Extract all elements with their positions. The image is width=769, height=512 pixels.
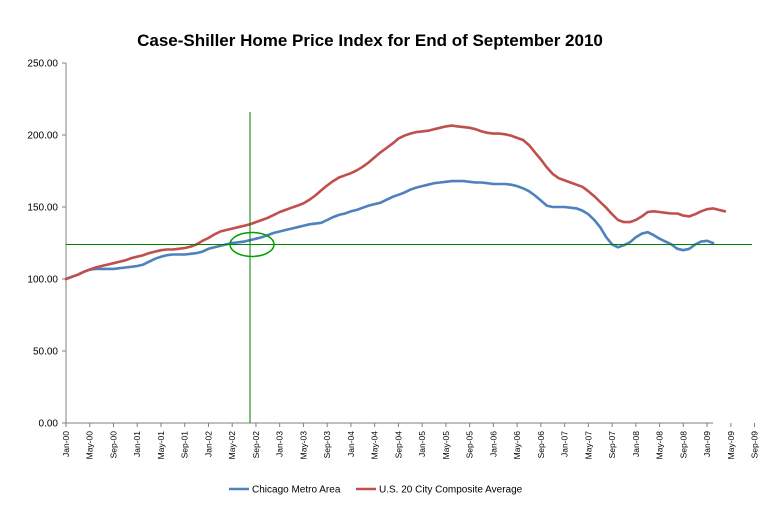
- x-axis: Jan-00 May-00 Sep-00 Jan-01 May-01 Sep-01 Jan-…: [61, 422, 760, 460]
- series-line-chicago: [64, 179, 715, 281]
- y-tick-label: 100.00: [27, 275, 58, 286]
- legend-label: Chicago Metro Area: [252, 485, 341, 496]
- x-tick-label: Jan-06: [488, 431, 498, 457]
- x-tick-label: Sep-03: [322, 431, 332, 459]
- plot-area: [64, 124, 727, 281]
- x-tick-label: May-05: [441, 431, 451, 460]
- y-tick-label: 50.00: [33, 347, 58, 358]
- x-tick-label: May-00: [85, 431, 95, 460]
- x-tick-label: Sep-01: [180, 431, 190, 459]
- legend: Chicago Metro Area U.S. 20 City Composite…: [229, 485, 523, 496]
- chart-title: Case-Shiller Home Price Index for End of…: [137, 31, 603, 50]
- y-axis: 0.00 50.00 100.00 150.00 200.00 250.00: [27, 59, 67, 430]
- x-tick-label: May-01: [156, 431, 166, 460]
- x-tick-label: May-08: [655, 431, 665, 460]
- x-tick-label: Sep-06: [536, 431, 546, 459]
- x-tick-label: Jan-02: [203, 431, 213, 457]
- x-tick-label: Sep-00: [108, 431, 118, 459]
- x-tick-label: Jan-01: [132, 431, 142, 457]
- series-line-us20: [64, 124, 727, 281]
- x-tick-label: Sep-05: [465, 431, 475, 459]
- y-tick-label: 0.00: [39, 419, 59, 430]
- x-tick-label: Jan-04: [346, 431, 356, 457]
- x-tick-label: Jan-09: [702, 431, 712, 457]
- y-tick-label: 150.00: [27, 203, 58, 214]
- x-tick-label: May-06: [512, 431, 522, 460]
- x-tick-label: May-07: [583, 431, 593, 460]
- y-tick-label: 250.00: [27, 59, 58, 70]
- x-tick-label: Jan-08: [631, 431, 641, 457]
- x-tick-label: Sep-02: [251, 431, 261, 459]
- x-tick-label: May-09: [726, 431, 736, 460]
- x-tick-label: Sep-07: [607, 431, 617, 459]
- x-tick-label: Jan-03: [275, 431, 285, 457]
- y-tick-label: 200.00: [27, 131, 58, 142]
- x-tick-label: Sep-04: [393, 431, 403, 459]
- x-tick-label: Jan-05: [417, 431, 427, 457]
- legend-label: U.S. 20 City Composite Average: [379, 485, 523, 496]
- x-tick-label: Jan-07: [560, 431, 570, 457]
- x-tick-label: May-03: [298, 431, 308, 460]
- x-tick-label: Sep-08: [678, 431, 688, 459]
- x-tick-label: May-04: [370, 431, 380, 460]
- annotations: [66, 112, 752, 423]
- x-tick-label: May-02: [227, 431, 237, 460]
- x-tick-label: Jan-00: [61, 431, 71, 457]
- highlight-ellipse: [229, 231, 275, 258]
- x-tick-label: Sep-09: [750, 431, 760, 459]
